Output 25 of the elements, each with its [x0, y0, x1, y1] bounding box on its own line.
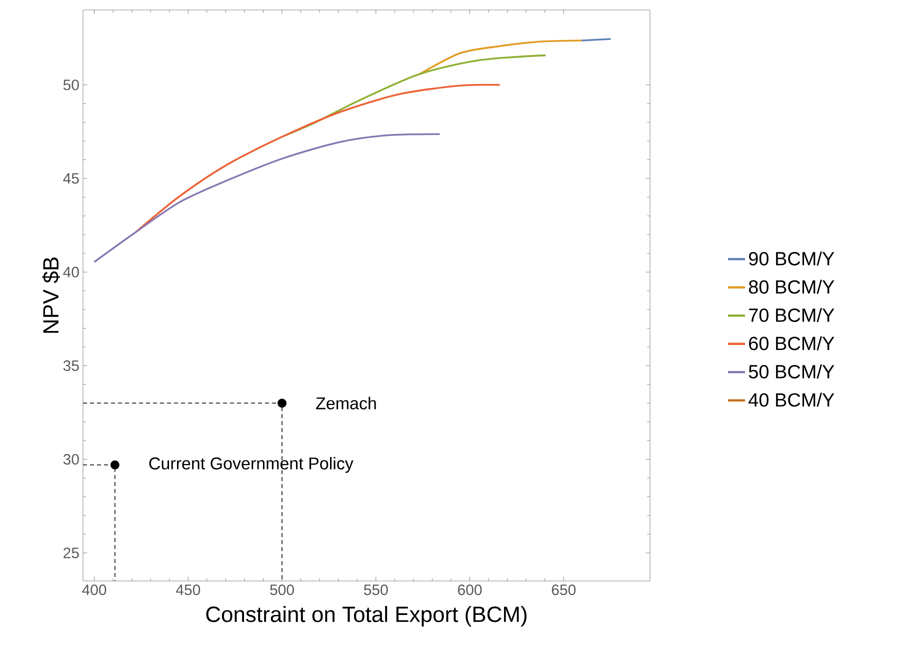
x-tick-label: 450 — [176, 584, 200, 596]
y-tick-label: 30 — [63, 454, 79, 465]
legend-label: 50 BCM/Y — [748, 364, 834, 378]
x-tick-label: 550 — [364, 584, 388, 596]
x-tick-label: 500 — [270, 584, 294, 596]
x-axis-title: Constraint on Total Export (BCM) — [206, 606, 526, 626]
legend-label: 40 BCM/Y — [748, 392, 834, 407]
y-axis-title: NPV $B — [42, 258, 60, 333]
line-series — [135, 84, 501, 233]
legend-label: 90 BCM/Y — [749, 252, 834, 266]
y-tick-label: 35 — [63, 360, 79, 371]
line-series — [418, 40, 583, 75]
x-tick-label: 650 — [552, 584, 576, 596]
y-tick-label: 25 — [64, 548, 79, 558]
y-tick-label: 45 — [63, 173, 79, 184]
y-tick-label: 40 — [63, 266, 79, 278]
annotation: Zemach — [316, 396, 376, 410]
legend-label: 70 BCM/Y — [749, 308, 834, 322]
legend-label: 60 BCM/Y — [749, 336, 834, 350]
x-tick-label: 600 — [458, 584, 482, 596]
legend-label: 80 BCM/Y — [748, 280, 834, 294]
line-series — [93, 133, 441, 263]
annotation: Current Government Policy — [149, 456, 354, 473]
x-tick-label: 400 — [82, 584, 106, 596]
y-tick-label: 50 — [63, 80, 79, 90]
